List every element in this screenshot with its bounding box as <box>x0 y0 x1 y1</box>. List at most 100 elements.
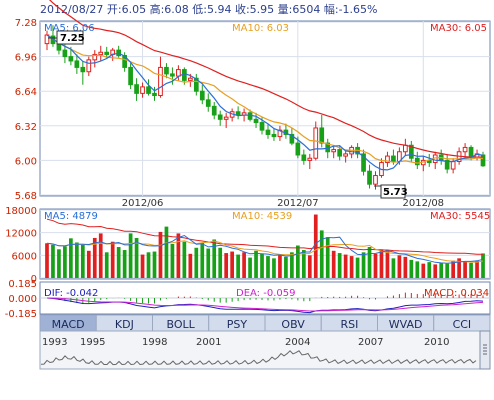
volume-bar <box>110 241 115 278</box>
price-y-tick: 6.32 <box>15 122 37 133</box>
min-price-label: 5.73 <box>383 187 408 198</box>
volume-bar <box>391 258 396 278</box>
candle <box>444 153 450 174</box>
max-price-label: 7.25 <box>60 33 85 44</box>
tab-label: RSI <box>340 318 358 331</box>
navigator-year: 2007 <box>358 337 383 348</box>
navigator-year: 2001 <box>196 337 221 348</box>
candle <box>307 153 313 170</box>
volume-bar <box>272 258 276 278</box>
volume-bar <box>140 254 145 278</box>
volume-bar <box>260 253 264 278</box>
volume-y-tick: 18000 <box>5 206 37 217</box>
macd-lines <box>46 297 484 314</box>
volume-bar <box>307 255 312 278</box>
candle <box>44 30 50 51</box>
volume-bar <box>445 263 450 278</box>
tab-obv[interactable]: OBV <box>264 314 322 333</box>
volume-bar <box>194 247 199 278</box>
tab-kdj[interactable]: KDJ <box>95 314 153 333</box>
volume-bar <box>385 251 390 278</box>
volume-bar <box>57 249 61 278</box>
ma5-price-label: MA5: 6.06 <box>44 23 95 34</box>
volume-bar <box>451 260 456 278</box>
volume-bar <box>182 241 187 278</box>
volume-bar <box>248 257 252 278</box>
volume-bars <box>45 214 485 278</box>
volume-bar <box>397 255 402 278</box>
volume-bar <box>146 252 151 278</box>
date-x-tick: 2012/06 <box>122 198 164 209</box>
candle <box>92 50 98 68</box>
volume-bar <box>170 244 175 278</box>
volume-bar <box>134 237 139 278</box>
ma30-volume-label: MA30: 5545 <box>430 211 490 222</box>
volume-bar <box>218 247 223 278</box>
navigator-year: 1995 <box>80 337 105 348</box>
max-price-callout: 7.25 <box>48 30 85 45</box>
candle <box>193 73 199 96</box>
candle <box>361 149 366 176</box>
candle <box>462 143 468 159</box>
volume-y-tick: 12000 <box>5 229 37 240</box>
volume-bar <box>128 233 133 278</box>
date-x-tick: 2012/08 <box>403 198 445 209</box>
volume-bar <box>343 254 348 278</box>
navigator-years: 1993 1995 1998 2001 2004 2007 2010 <box>42 337 449 348</box>
volume-bar <box>403 256 408 278</box>
price-y-tick: 7.28 <box>15 18 37 29</box>
volume-bar <box>469 262 473 278</box>
volume-bar <box>92 237 97 278</box>
volume-bar <box>421 263 426 278</box>
volume-bar <box>295 245 300 278</box>
volume-bar <box>278 255 282 278</box>
tab-boll[interactable]: BOLL <box>152 314 210 333</box>
volume-bar <box>164 226 169 278</box>
tab-cci[interactable]: CCI <box>433 314 491 333</box>
candle <box>373 171 378 190</box>
tab-rsi[interactable]: RSI <box>320 314 378 333</box>
volume-bar <box>188 253 193 278</box>
candle <box>140 82 145 98</box>
volume-bar <box>355 257 360 278</box>
volume-bar <box>415 261 420 278</box>
volume-bar <box>116 247 121 278</box>
volume-y-tick: 6000 <box>12 251 37 262</box>
header-quote: 2012/08/27 开:6.05 高:6.08 低:5.94 收:5.95 量… <box>40 2 378 16</box>
macd-value-label: MACD: 0.034 <box>424 288 489 299</box>
volume-bar <box>224 253 229 278</box>
candle <box>253 112 259 128</box>
candle <box>146 79 151 96</box>
volume-bar <box>176 233 181 278</box>
volume-bar <box>433 264 438 278</box>
candle <box>205 93 211 112</box>
volume-bar <box>152 251 157 278</box>
volume-bar <box>104 252 109 278</box>
price-y-ticks: 7.28 6.96 6.64 6.32 6.00 5.68 <box>15 18 37 202</box>
navigator-year: 1998 <box>142 337 167 348</box>
volume-bar <box>439 262 444 278</box>
navigator-year: 2004 <box>285 337 310 348</box>
tab-wvad[interactable]: WVAD <box>377 314 435 333</box>
tab-macd[interactable]: MACD <box>39 314 97 333</box>
candle <box>164 63 169 79</box>
candle <box>385 151 390 167</box>
volume-bar <box>51 244 55 278</box>
volume-bar <box>200 242 205 278</box>
ma30-price-line <box>48 0 484 158</box>
candle <box>128 63 133 90</box>
macd-y-tick: 0.185 <box>8 279 37 290</box>
candle <box>86 56 92 77</box>
volume-bar <box>409 259 414 278</box>
volume-bar <box>349 256 354 278</box>
price-y-tick: 6.96 <box>15 53 37 64</box>
navigator-handle[interactable] <box>479 330 491 370</box>
candle <box>80 60 86 85</box>
ma30-price-label: MA30: 6.05 <box>430 23 487 34</box>
volume-bar <box>331 250 336 278</box>
price-y-tick: 5.68 <box>15 191 37 202</box>
tab-psy[interactable]: PSY <box>208 314 266 333</box>
candle <box>158 56 163 98</box>
ma30-volume-line <box>46 218 484 255</box>
